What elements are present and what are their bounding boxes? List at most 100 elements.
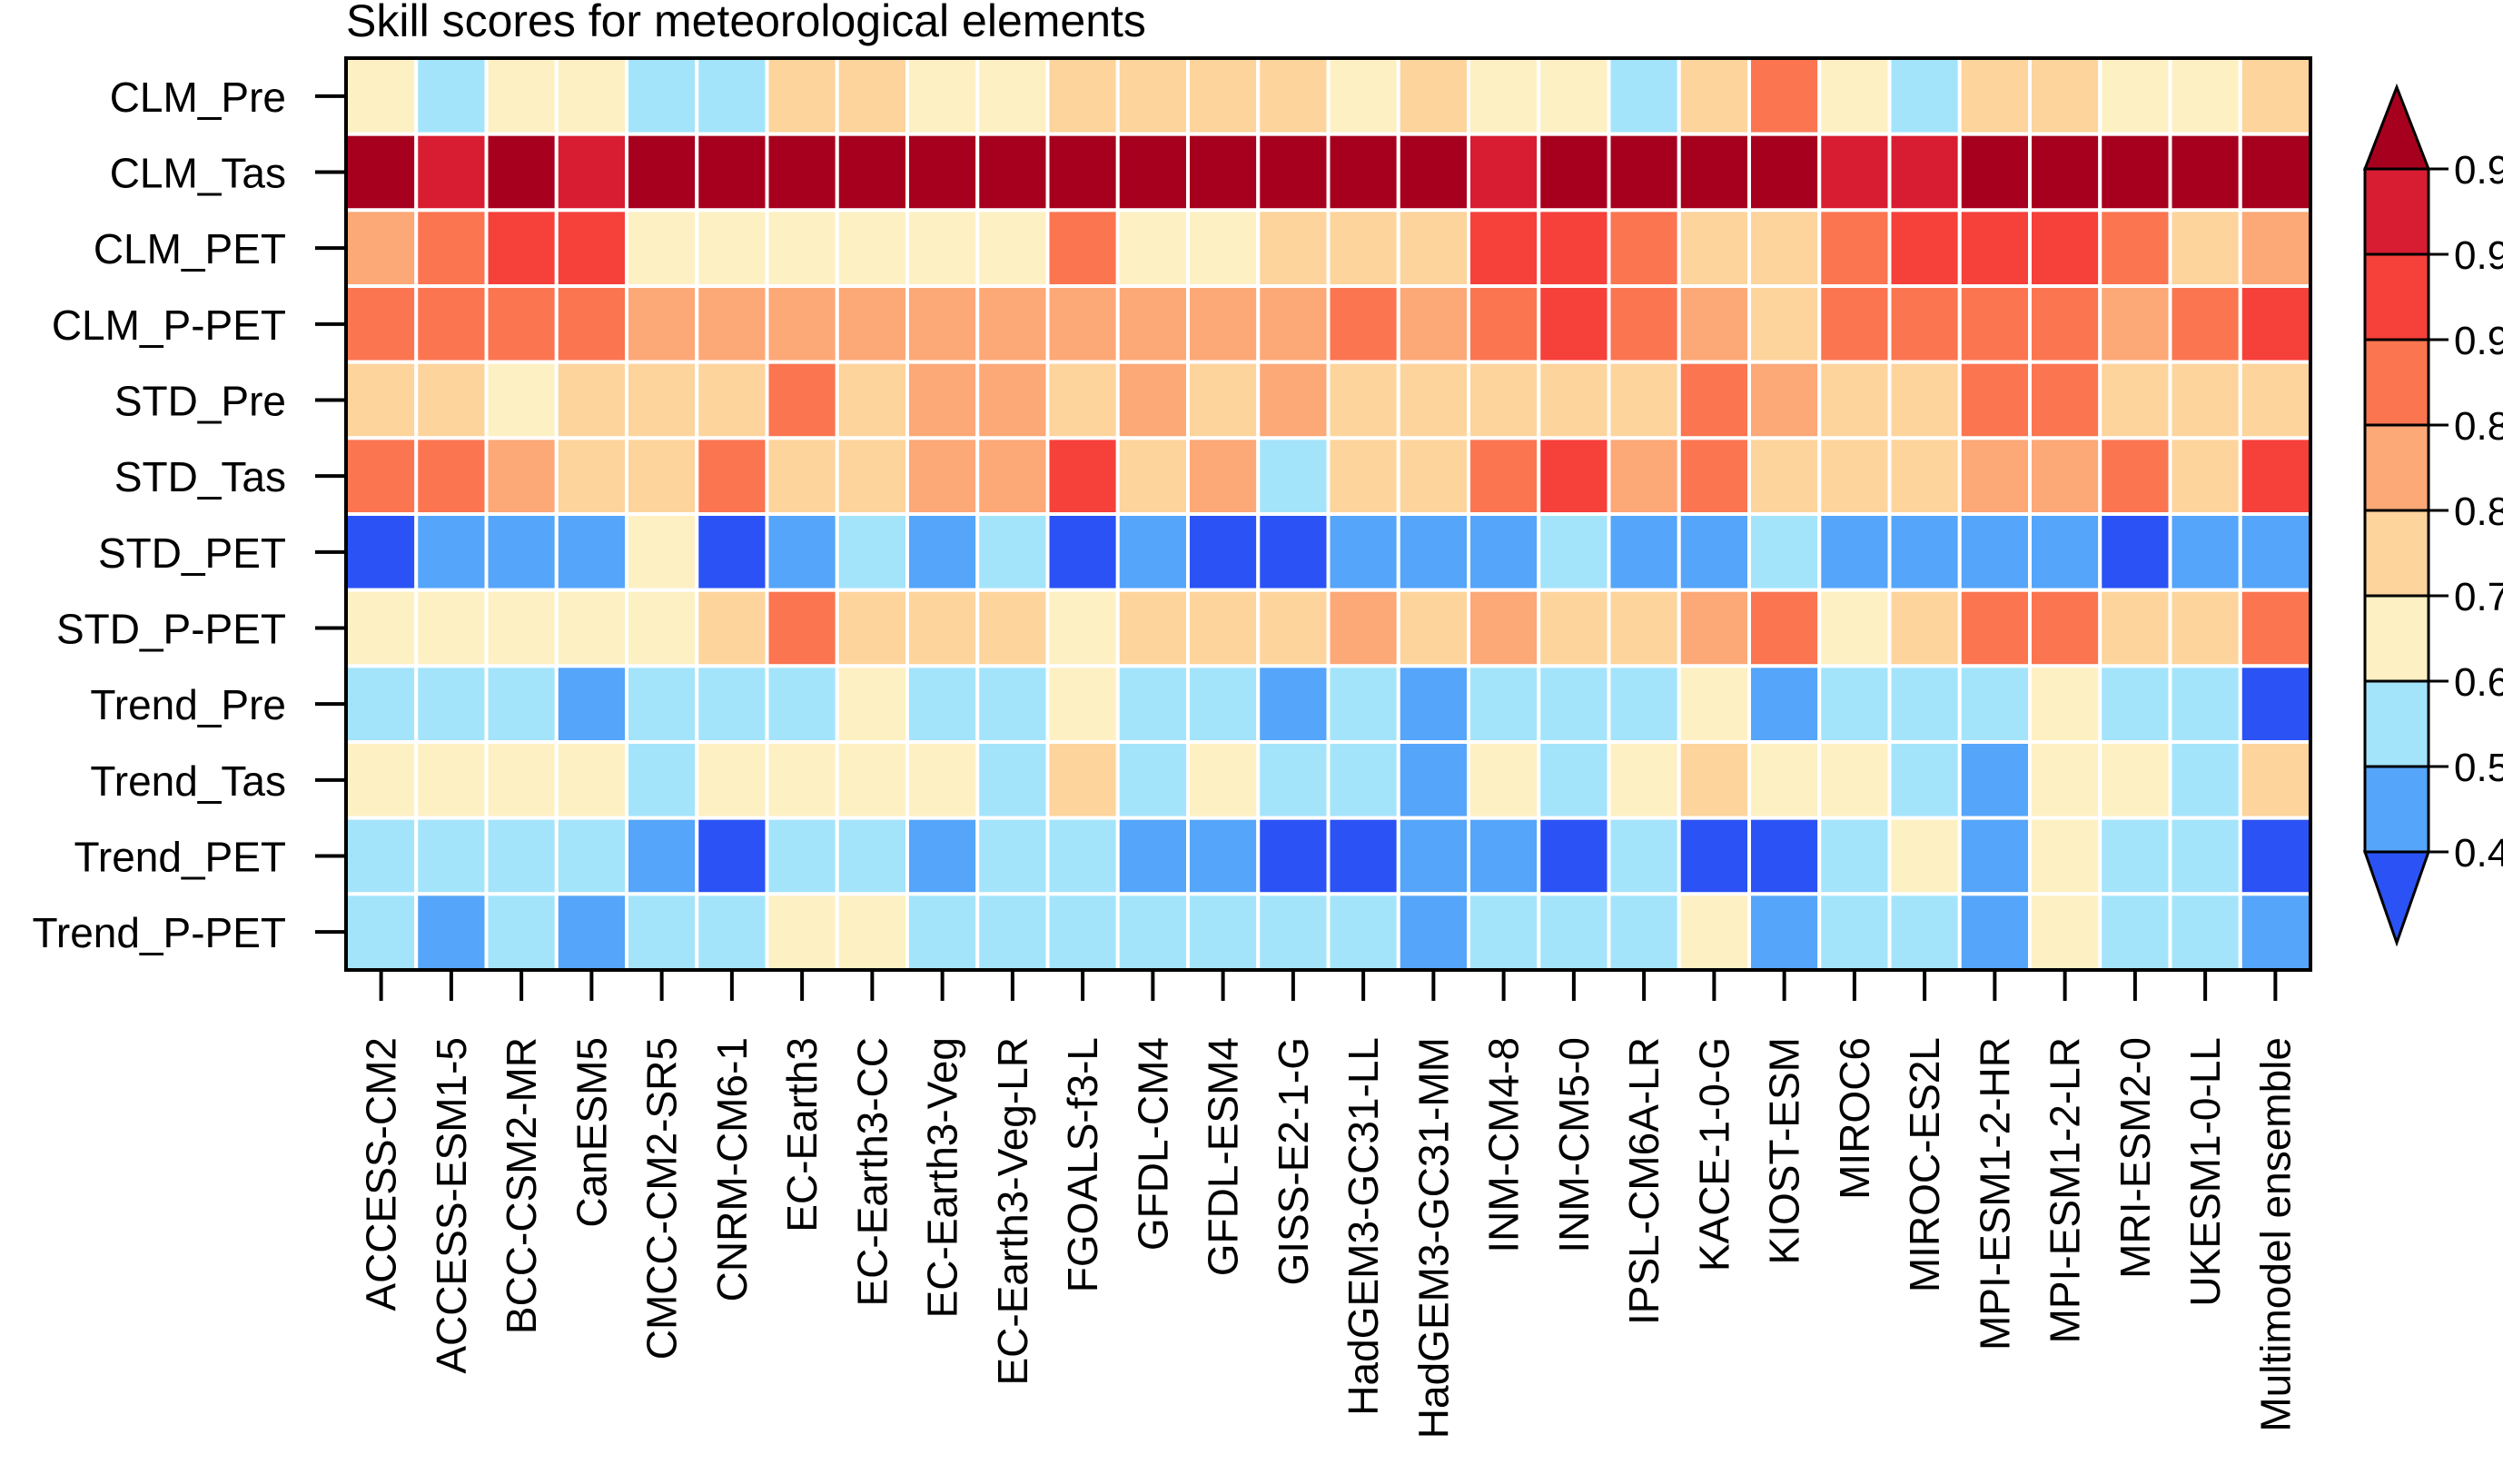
heatmap-cell bbox=[1747, 132, 1822, 213]
heatmap-cell bbox=[1537, 436, 1611, 517]
heatmap-cell bbox=[1677, 512, 1751, 592]
heatmap-cell bbox=[1817, 56, 1892, 136]
heatmap-cell bbox=[1326, 132, 1400, 213]
heatmap-cell bbox=[2238, 56, 2312, 136]
heatmap-cell bbox=[905, 132, 980, 213]
heatmap-cell bbox=[625, 284, 699, 364]
heatmap-cell bbox=[1467, 56, 1541, 136]
heatmap-cell bbox=[625, 132, 699, 213]
heatmap-cell bbox=[625, 436, 699, 517]
heatmap-cell bbox=[1396, 892, 1470, 972]
heatmap-cell bbox=[835, 512, 909, 592]
y-tick-label: Trend_PET bbox=[74, 834, 286, 881]
heatmap-cell bbox=[1186, 436, 1261, 517]
heatmap-cell bbox=[1537, 816, 1611, 896]
heatmap-cell bbox=[1817, 436, 1892, 517]
heatmap-cell bbox=[414, 512, 489, 592]
heatmap-cell bbox=[2028, 436, 2102, 517]
heatmap-cell bbox=[1467, 132, 1541, 213]
heatmap-cell bbox=[1045, 56, 1120, 136]
colorbar-box bbox=[2363, 252, 2430, 341]
heatmap-cell bbox=[1115, 132, 1190, 213]
heatmap-cell bbox=[484, 284, 559, 364]
heatmap-cell bbox=[484, 208, 559, 288]
heatmap-cell bbox=[1607, 816, 1681, 896]
heatmap-cell bbox=[2168, 132, 2242, 213]
heatmap-cell bbox=[765, 892, 839, 972]
heatmap-cell bbox=[1186, 512, 1261, 592]
plot-frame bbox=[344, 56, 2312, 972]
colorbar-box bbox=[2363, 679, 2430, 768]
heatmap-cell bbox=[1607, 360, 1681, 440]
heatmap-cell bbox=[1957, 284, 2032, 364]
heatmap-cell bbox=[625, 208, 699, 288]
y-tick-label: STD_Tas bbox=[114, 453, 286, 500]
heatmap-cell bbox=[1677, 816, 1751, 896]
x-tick-label: UKESM1-0-LL bbox=[2181, 1037, 2229, 1307]
x-tick-label: CanESM5 bbox=[568, 1037, 615, 1228]
heatmap-cell bbox=[1887, 132, 1962, 213]
heatmap-cell bbox=[1115, 436, 1190, 517]
y-tick-label: Trend_Tas bbox=[90, 757, 286, 805]
heatmap-cell bbox=[835, 816, 909, 896]
heatmap-cell bbox=[1887, 588, 1962, 668]
heatmap-cell bbox=[1256, 816, 1331, 896]
heatmap-cell bbox=[344, 56, 419, 136]
heatmap-cell bbox=[1747, 740, 1822, 820]
heatmap-cell bbox=[414, 436, 489, 517]
heatmap-cell bbox=[1747, 816, 1822, 896]
heatmap-cell bbox=[1396, 816, 1470, 896]
heatmap-cell bbox=[1537, 132, 1611, 213]
heatmap-cell bbox=[765, 740, 839, 820]
heatmap-cell bbox=[975, 436, 1050, 517]
heatmap-cell bbox=[2028, 132, 2102, 213]
heatmap-cell bbox=[1887, 56, 1962, 136]
heatmap-cell bbox=[554, 360, 628, 440]
heatmap-cell bbox=[1957, 740, 2032, 820]
heatmap-cell bbox=[1887, 284, 1962, 364]
x-tick-label: ACCESS-ESM1-5 bbox=[428, 1037, 475, 1374]
heatmap-cell bbox=[1326, 208, 1400, 288]
heatmap-cell bbox=[975, 664, 1050, 744]
heatmap-cell bbox=[554, 512, 628, 592]
heatmap-cell bbox=[1957, 588, 2032, 668]
heatmap-cell bbox=[1747, 588, 1822, 668]
heatmap-cell bbox=[2168, 284, 2242, 364]
heatmap-cell bbox=[1887, 892, 1962, 972]
heatmap-cell bbox=[1045, 132, 1120, 213]
heatmap-cell bbox=[695, 132, 769, 213]
heatmap-cell bbox=[484, 740, 559, 820]
heatmap-cell bbox=[1115, 360, 1190, 440]
heatmap-cell bbox=[344, 512, 419, 592]
heatmap-cell bbox=[1186, 360, 1261, 440]
heatmap-cell bbox=[975, 284, 1050, 364]
heatmap-cell bbox=[1115, 284, 1190, 364]
colorbar-box bbox=[2363, 423, 2430, 512]
heatmap-cell bbox=[1607, 588, 1681, 668]
x-tick-label: EC-Earth3-Veg bbox=[919, 1037, 966, 1318]
colorbar-tick-label: 0.9 bbox=[2454, 319, 2503, 363]
heatmap-cell bbox=[695, 56, 769, 136]
heatmap-cell bbox=[1607, 740, 1681, 820]
heatmap-cell bbox=[835, 56, 909, 136]
heatmap-cell bbox=[1887, 512, 1962, 592]
colorbar-max-triangle bbox=[2362, 83, 2431, 171]
heatmap-cell bbox=[2098, 208, 2172, 288]
x-tick-label: IPSL-CM6A-LR bbox=[1620, 1037, 1667, 1325]
heatmap-cell bbox=[905, 892, 980, 972]
heatmap-cell bbox=[1537, 588, 1611, 668]
heatmap-cell bbox=[1607, 208, 1681, 288]
heatmap-cell bbox=[1115, 512, 1190, 592]
heatmap-cell bbox=[1887, 436, 1962, 517]
heatmap-cell bbox=[2238, 512, 2312, 592]
heatmap-cell bbox=[905, 664, 980, 744]
heatmap-cell bbox=[905, 56, 980, 136]
heatmap-cell bbox=[1747, 284, 1822, 364]
heatmap-cell bbox=[1467, 664, 1541, 744]
heatmap-cell bbox=[414, 664, 489, 744]
heatmap-cell bbox=[554, 284, 628, 364]
chart-title: Skill scores for meteorological elements bbox=[346, 0, 1146, 46]
colorbar-min-triangle bbox=[2362, 850, 2431, 947]
heatmap-cell bbox=[1396, 588, 1470, 668]
